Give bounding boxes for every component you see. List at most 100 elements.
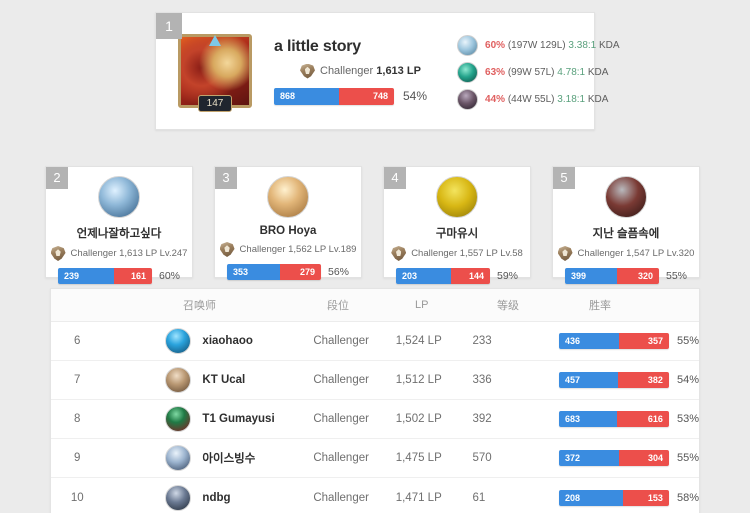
row-rank: 9 (74, 452, 81, 464)
champion-record: (44W 55L) (507, 93, 555, 105)
header-level[interactable]: 等级 (497, 300, 519, 312)
losses-segment: 144 (451, 268, 490, 284)
header-summoner[interactable]: 召唤师 (183, 300, 216, 312)
champion-winrate: 44% (485, 93, 506, 105)
row-winrate: 436 357 55% (553, 333, 699, 349)
rank-5-card[interactable]: 5 지난 슬픔속에 Challenger 1,547 LP Lv.320 399… (552, 166, 700, 284)
header-lp[interactable]: LP (415, 299, 429, 311)
rank-2-card[interactable]: 2 언제나잘하고싶다 Challenger 1,613 LP Lv.247 23… (45, 166, 193, 284)
header-tier[interactable]: 段位 (327, 300, 349, 312)
challenger-crest-icon (219, 242, 235, 257)
row-tier: Challenger (313, 452, 369, 464)
row-level: 570 (472, 452, 492, 464)
wins-segment: 239 (57, 268, 115, 284)
row-summoner: ndbg (103, 484, 313, 511)
challenger-crest-icon (50, 246, 66, 261)
row-lp: 1,471 LP (395, 491, 442, 504)
champion-winrate: 60% (485, 39, 506, 51)
table-row[interactable]: 8 T1 Gumayusi Challenger 1,502 LP 392 68… (51, 400, 699, 439)
champion-record: (197W 129L) (507, 39, 566, 51)
winloss-track: 399 320 (564, 268, 659, 284)
summoner-avatar[interactable] (98, 176, 140, 218)
winrate-text: 55% (676, 452, 699, 464)
row-winrate: 208 153 58% (553, 489, 699, 506)
winrate-text: 58% (676, 491, 699, 504)
summoner-avatar[interactable] (165, 406, 192, 432)
summoner-name[interactable]: BRO Hoya (259, 225, 317, 237)
champion-record: (99W 57L) (507, 66, 555, 78)
row-summoner: 아이스빙수 (103, 445, 313, 471)
row-winrate: 372 304 55% (553, 450, 699, 466)
summoner-avatar[interactable] (436, 176, 478, 218)
crown-icon (209, 35, 221, 46)
summoner-name[interactable]: 아이스빙수 (202, 453, 256, 465)
table-row[interactable]: 10 ndbg Challenger 1,471 LP 61 208 153 5… (51, 478, 699, 513)
summoner-info: a little story Challenger 1,613 LP 868 7… (274, 38, 427, 105)
summoner-avatar[interactable] (267, 176, 309, 218)
table-row[interactable]: 7 KT Ucal Challenger 1,512 LP 336 457 38… (51, 361, 699, 400)
champion-stat-row: 60% (197W 129L) 3.38:1 KDA (457, 32, 620, 59)
winloss-bar: 868 748 54% (274, 87, 428, 105)
losses-segment: 161 (114, 268, 152, 284)
winrate-text: 54% (403, 89, 428, 103)
table-header-row: 召唤师 段位 LP 等级 胜率 (51, 289, 699, 322)
rank-4-card[interactable]: 4 구마유시 Challenger 1,557 LP Lv.58 203 144… (383, 166, 531, 284)
champion-icon-2[interactable] (457, 61, 479, 83)
losses-segment: 357 (619, 333, 669, 349)
table-row[interactable]: 9 아이스빙수 Challenger 1,475 LP 570 372 304 … (51, 439, 699, 478)
rank-3-card[interactable]: 3 BRO Hoya Challenger 1,562 LP Lv.189 35… (214, 166, 362, 280)
challenger-crest-icon (300, 63, 315, 79)
summoner-avatar[interactable] (605, 176, 647, 218)
row-lp: 1,475 LP (395, 452, 442, 464)
row-level: 233 (472, 335, 492, 347)
tier-text: Challenger 1,557 LP Lv.58 (411, 248, 523, 259)
tier-text: Challenger (320, 65, 374, 77)
summoner-name[interactable]: xiaohaoo (202, 335, 253, 347)
row-rank: 8 (74, 413, 81, 425)
row-rank: 6 (74, 335, 81, 347)
wins-segment: 436 (558, 333, 620, 349)
winrate-text: 55% (665, 270, 687, 282)
summoner-avatar[interactable] (165, 484, 192, 511)
summoner-name[interactable]: 언제나잘하고싶다 (76, 228, 162, 240)
summoner-name[interactable]: a little story (274, 37, 362, 55)
summoner-name[interactable]: T1 Gumayusi (202, 413, 275, 425)
winloss-track: 683 616 (558, 411, 669, 427)
rank-badge: 5 (553, 167, 575, 189)
champion-stat-row: 63% (99W 57L) 4.78:1 KDA (457, 59, 620, 86)
losses-segment: 616 (617, 411, 669, 427)
tier-row: Challenger 1,547 LP Lv.320 (553, 246, 699, 261)
tier-row: Challenger 1,613 LP Lv.247 (46, 246, 192, 261)
rank-badge: 1 (156, 13, 182, 39)
summoner-portrait[interactable]: 147 (178, 34, 252, 112)
rank-1-card[interactable]: 1 147 a little story Challenger 1,613 LP… (155, 12, 620, 130)
wins-segment: 399 (564, 268, 617, 284)
champion-icon-3[interactable] (457, 88, 479, 110)
rank-badge: 3 (215, 167, 237, 189)
losses-segment: 382 (618, 372, 669, 388)
winrate-text: 59% (496, 270, 518, 282)
champion-kda-label: KDA (587, 93, 609, 105)
winloss-track: 353 279 (226, 264, 321, 280)
challenger-crest-icon (557, 246, 573, 261)
header-winrate[interactable]: 胜率 (589, 300, 611, 312)
summoner-name[interactable]: ndbg (202, 491, 231, 504)
row-tier: Challenger (313, 374, 369, 386)
tier-text: Challenger 1,547 LP Lv.320 (577, 248, 695, 259)
table-row[interactable]: 6 xiaohaoo Challenger 1,524 LP 233 436 3… (51, 322, 699, 361)
row-lp: 1,502 LP (395, 413, 442, 425)
champion-icon-1[interactable] (457, 34, 479, 56)
tier-text: Challenger 1,562 LP Lv.189 (239, 244, 357, 255)
summoner-name[interactable]: 구마유시 (435, 228, 479, 240)
winloss-track: 868 748 (274, 87, 394, 105)
level-badge: 147 (198, 95, 232, 112)
summoner-name[interactable]: 지난 슬픔속에 (592, 228, 660, 240)
summoner-avatar[interactable] (165, 445, 192, 471)
wins-segment: 868 (274, 87, 339, 105)
winrate-text: 56% (327, 266, 349, 278)
summoner-name[interactable]: KT Ucal (202, 374, 246, 386)
losses-segment: 304 (619, 450, 669, 466)
summoner-avatar[interactable] (165, 367, 192, 393)
summoner-avatar[interactable] (165, 328, 192, 354)
